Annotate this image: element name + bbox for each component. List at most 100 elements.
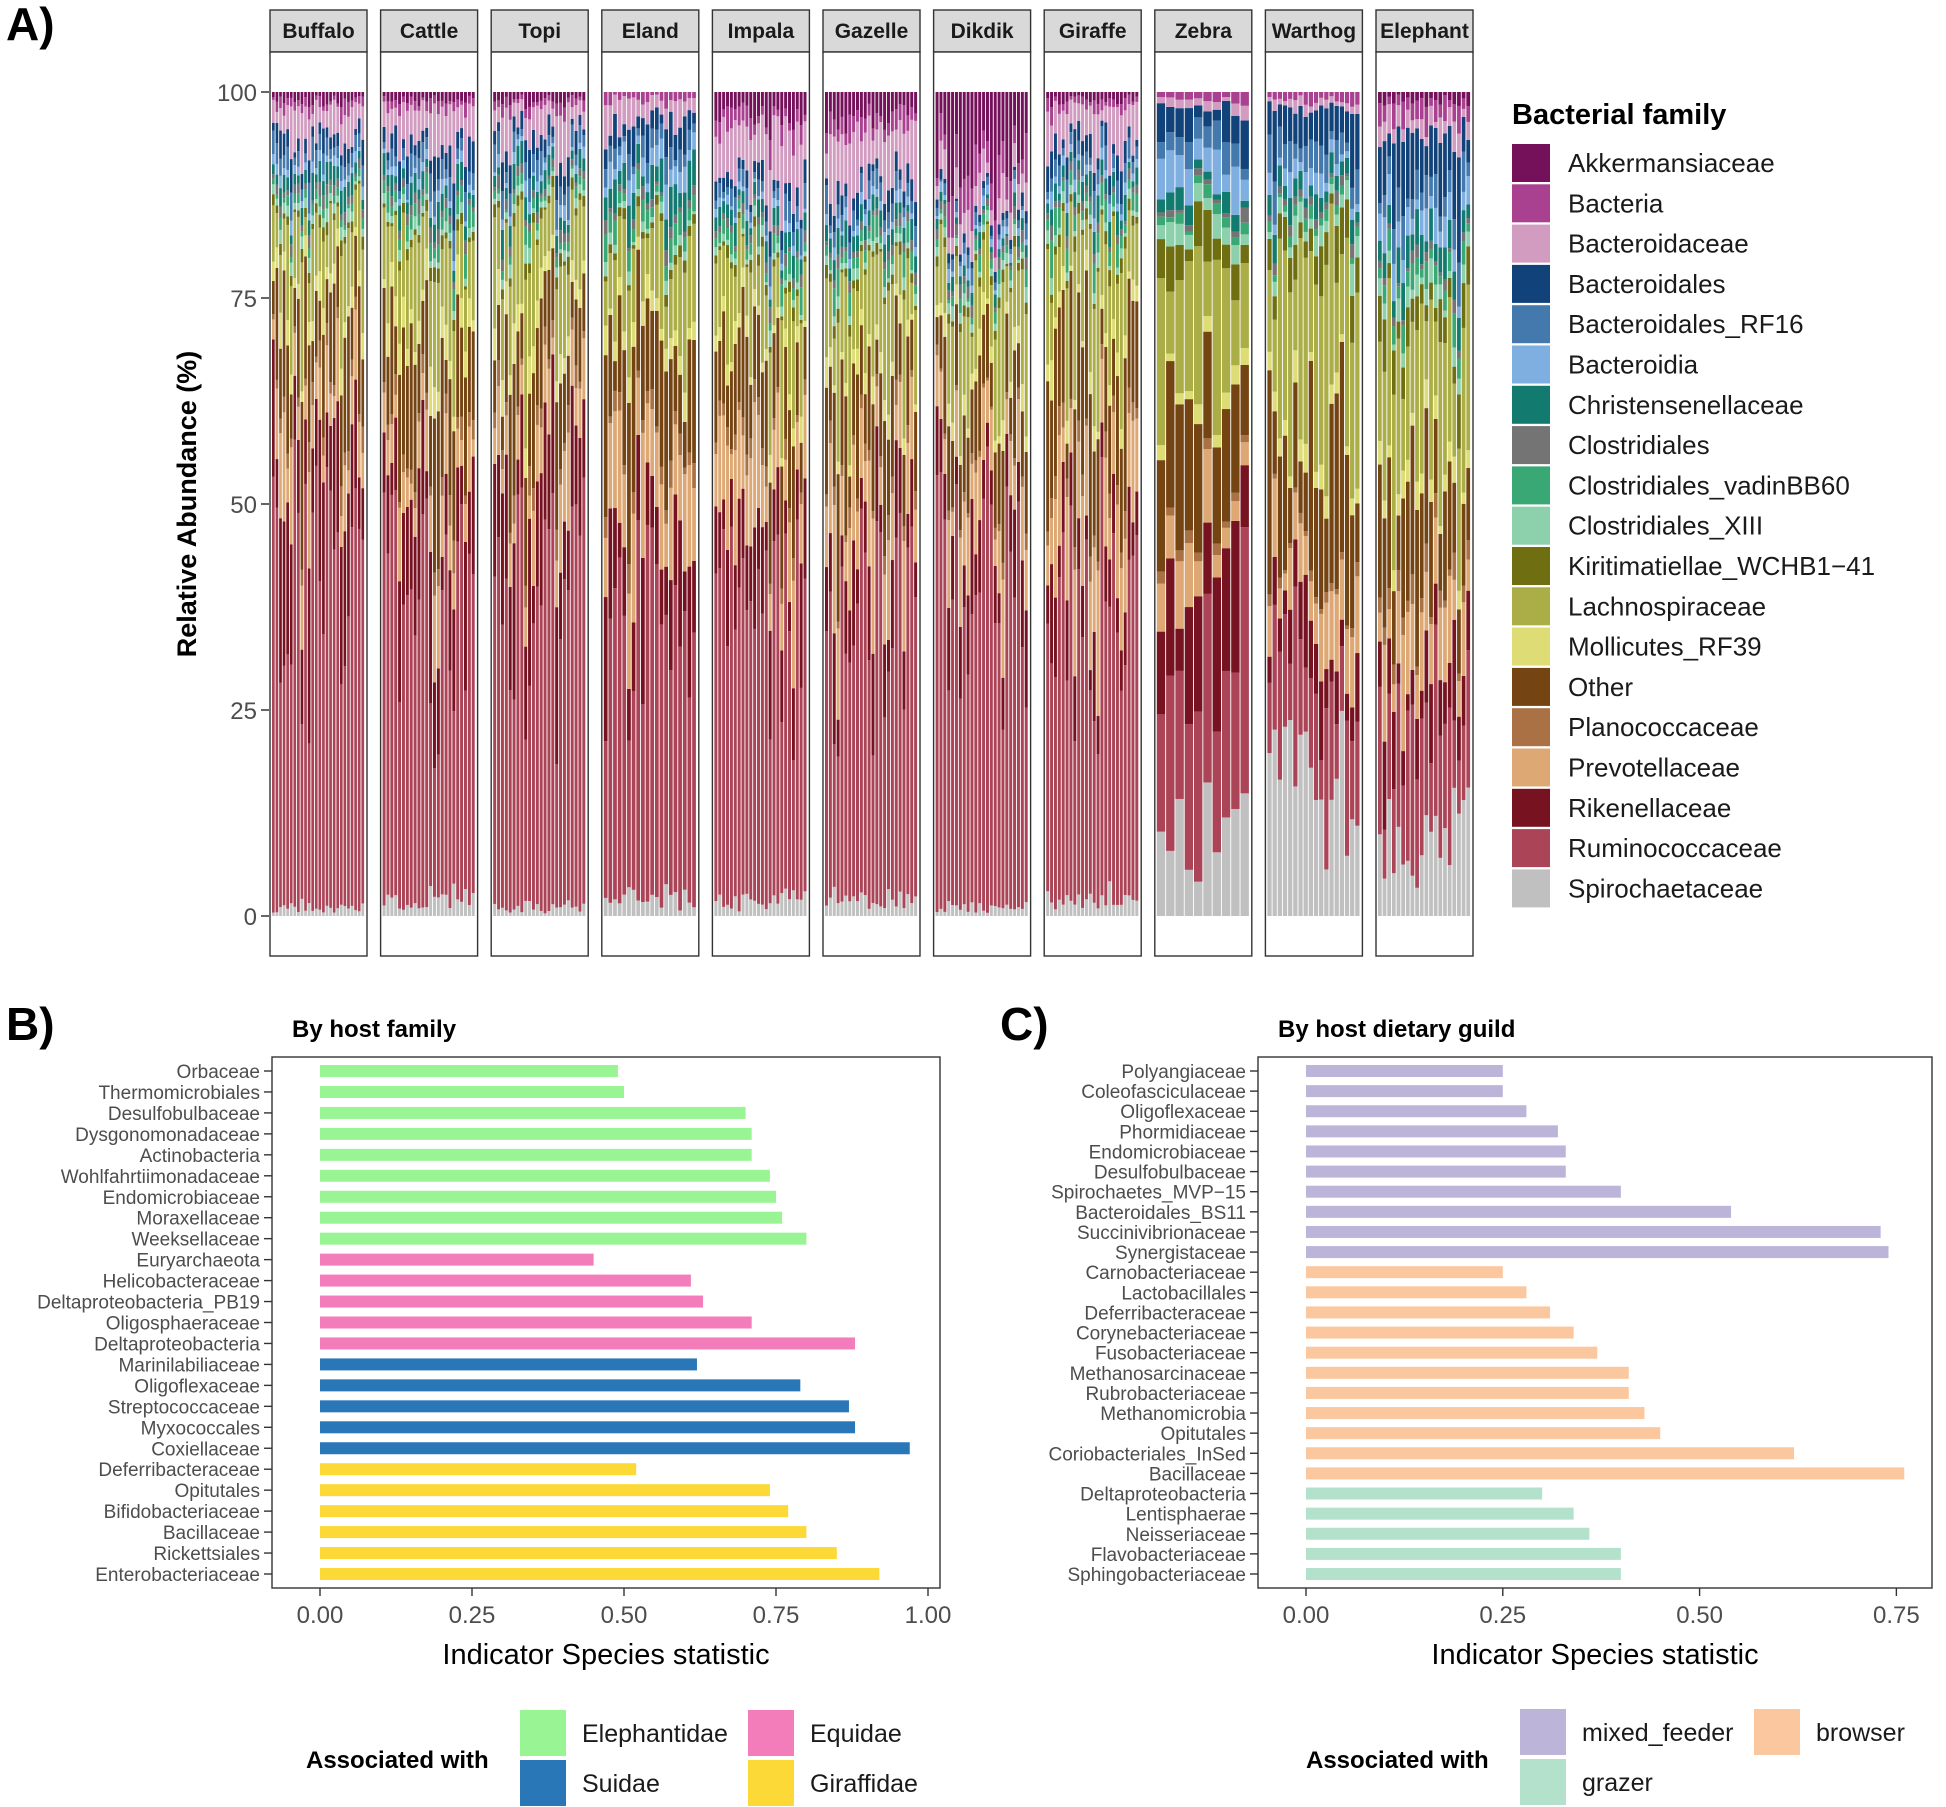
- segment-clostridiales_vadinbb60: [753, 198, 757, 206]
- segment-christensenellaceae: [336, 166, 340, 179]
- segment-bacteroidaceae: [1339, 102, 1344, 107]
- segment-bacteroidales_rf16: [1387, 156, 1392, 175]
- segment-other: [1175, 404, 1184, 551]
- segment-bacteroidales: [1387, 133, 1392, 157]
- segment-kiritimatiellae_wchb1-41: [436, 268, 440, 283]
- segment-mollicutes_rf39: [722, 296, 726, 312]
- segment-planococcaceae: [745, 454, 749, 476]
- segment-ruminococcaceae: [1298, 639, 1303, 735]
- segment-bacteroidia: [1024, 239, 1028, 246]
- segment-bacteroidales: [325, 127, 329, 138]
- segment-clostridiales_xiii: [645, 228, 650, 234]
- segment-bacteroidales_rf16: [350, 153, 354, 168]
- segment-prevotellaceae: [687, 465, 692, 567]
- segment-bacteroidales_rf16: [1282, 143, 1288, 169]
- segment-bacteroidales_rf16: [718, 183, 722, 198]
- segment-other: [382, 287, 386, 383]
- segment-rikenellaceae: [339, 546, 343, 684]
- segment-ruminococcaceae: [1339, 646, 1344, 711]
- segment-clostridiales_xiii: [1461, 264, 1466, 284]
- category-label: Deferribacteraceae: [98, 1460, 260, 1481]
- sample-bar: [828, 92, 832, 916]
- segment-kiritimatiellae_wchb1-41: [504, 219, 508, 223]
- segment-spirochaetaceae: [890, 899, 894, 916]
- segment-spirochaetaceae: [780, 893, 784, 916]
- segment-lachnospiraceae: [463, 289, 467, 352]
- segment-clostridiales_vadinbb60: [1050, 240, 1054, 279]
- segment-rikenellaceae: [1438, 680, 1443, 736]
- segment-clostridiales_vadinbb60: [1127, 179, 1131, 189]
- segment-spirochaetaceae: [659, 907, 664, 916]
- segment-bacteroidales_rf16: [687, 129, 692, 151]
- segment-lachnospiraceae: [867, 250, 871, 335]
- segment-clostridiales_vadinbb60: [1272, 275, 1277, 282]
- segment-kiritimatiellae_wchb1-41: [460, 212, 464, 225]
- segment-clostridiales: [1009, 265, 1013, 270]
- segment-spirochaetaceae: [425, 907, 429, 916]
- segment-bacteroidia: [1382, 217, 1387, 254]
- category-label: Carnobacteriaceae: [1085, 1263, 1246, 1284]
- sample-bar: [293, 92, 297, 916]
- segment-mollicutes_rf39: [390, 262, 394, 287]
- segment-christensenellaceae: [398, 205, 402, 231]
- segment-bacteroidaceae: [543, 104, 547, 140]
- category-label: Neisseriaceae: [1126, 1525, 1246, 1546]
- segment-bacteroidia: [654, 145, 659, 167]
- segment-akkermansiaceae: [493, 92, 497, 102]
- segment-clostridiales_xiii: [1396, 298, 1401, 322]
- segment-lachnospiraceae: [398, 270, 402, 344]
- segment-bacteria: [958, 187, 962, 225]
- segment-kiritimatiellae_wchb1-41: [429, 267, 433, 282]
- segment-clostridiales_xiii: [1382, 303, 1387, 320]
- segment-clostridiales: [1013, 206, 1017, 220]
- segment-bacteroidaceae: [1212, 102, 1221, 110]
- segment-kiritimatiellae_wchb1-41: [776, 252, 780, 258]
- segment-christensenellaceae: [906, 204, 910, 212]
- legend-key: [1512, 587, 1550, 626]
- legend-label-giraffidae: Giraffidae: [810, 1770, 918, 1798]
- segment-clostridiales_xiii: [1073, 231, 1077, 237]
- segment-other: [935, 317, 939, 345]
- segment-bacteroidales: [386, 152, 390, 161]
- segment-akkermansiaceae: [471, 92, 475, 99]
- segment-mollicutes_rf39: [361, 333, 365, 360]
- segment-christensenellaceae: [768, 299, 772, 308]
- segment-christensenellaceae: [1350, 219, 1355, 245]
- segment-lachnospiraceae: [390, 226, 394, 263]
- segment-ruminococcaceae: [1401, 785, 1405, 865]
- segment-bacteroidaceae: [304, 106, 307, 139]
- segment-bacteroidales: [508, 165, 512, 194]
- segment-bacteroidaceae: [1452, 121, 1457, 152]
- segment-other: [1293, 382, 1298, 488]
- segment-clostridiales_xiii: [753, 205, 757, 217]
- segment-bacteroidaceae: [1053, 100, 1057, 134]
- segment-lachnospiraceae: [939, 224, 943, 303]
- segment-akkermansiaceae: [432, 92, 436, 96]
- segment-other: [760, 372, 764, 449]
- segment-bacteroidia: [1112, 168, 1116, 172]
- segment-bacteria: [460, 100, 464, 105]
- segment-kiritimatiellae_wchb1-41: [1092, 303, 1096, 309]
- segment-bacteroidia: [1461, 191, 1466, 211]
- segment-bacteria: [1282, 92, 1288, 102]
- segment-prevotellaceae: [382, 392, 386, 433]
- segment-spirochaetaceae: [463, 889, 467, 916]
- segment-lachnospiraceae: [898, 254, 902, 295]
- segment-bacteroidaceae: [1324, 99, 1329, 109]
- sample-bar: [1396, 92, 1401, 916]
- segment-kiritimatiellae_wchb1-41: [1212, 238, 1221, 260]
- segment-spirochaetaceae: [894, 906, 898, 916]
- segment-clostridiales_xiii: [1005, 253, 1009, 264]
- segment-bacteroidia: [935, 216, 939, 220]
- segment-rikenellaceae: [1303, 574, 1308, 668]
- sample-bar: [906, 92, 910, 916]
- sample-bar: [825, 92, 828, 916]
- legend-label-elephantidae: Elephantidae: [582, 1720, 728, 1748]
- segment-kiritimatiellae_wchb1-41: [692, 214, 696, 224]
- segment-clostridiales_xiii: [1429, 258, 1433, 283]
- segment-rikenellaceae: [467, 491, 471, 554]
- sample-bar: [1267, 92, 1272, 916]
- segment-spirochaetaceae: [733, 896, 737, 916]
- segment-christensenellaceae: [1391, 301, 1396, 318]
- segment-bacteria: [741, 102, 745, 121]
